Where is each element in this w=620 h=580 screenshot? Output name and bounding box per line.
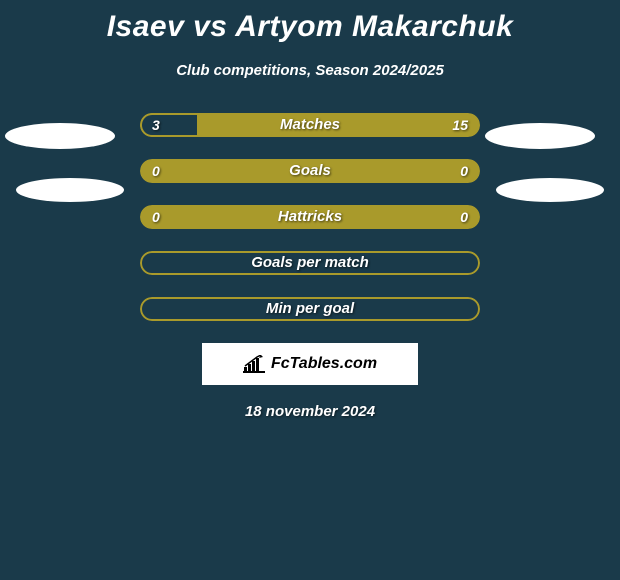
team-badge-left-1 bbox=[5, 123, 115, 149]
stat-label: Hattricks bbox=[140, 205, 480, 229]
stat-value-right: 0 bbox=[460, 159, 468, 183]
stat-row: Min per goal bbox=[140, 297, 480, 321]
stat-label: Goals per match bbox=[140, 251, 480, 275]
stat-row: Goals per match bbox=[140, 251, 480, 275]
stat-label: Goals bbox=[140, 159, 480, 183]
team-badge-right-1 bbox=[485, 123, 595, 149]
team-badge-right-2 bbox=[496, 178, 604, 202]
stat-label: Min per goal bbox=[140, 297, 480, 321]
fctables-logo[interactable]: FcTables.com bbox=[202, 343, 418, 385]
stat-row: 0Goals0 bbox=[140, 159, 480, 183]
stat-label: Matches bbox=[140, 113, 480, 137]
bar-chart-icon bbox=[243, 355, 265, 373]
stat-value-right: 0 bbox=[460, 205, 468, 229]
subtitle: Club competitions, Season 2024/2025 bbox=[0, 62, 620, 79]
stat-row: 3Matches15 bbox=[140, 113, 480, 137]
team-badge-left-2 bbox=[16, 178, 124, 202]
page-title: Isaev vs Artyom Makarchuk bbox=[0, 0, 620, 44]
logo-text: FcTables.com bbox=[271, 355, 377, 373]
date-label: 18 november 2024 bbox=[0, 403, 620, 420]
stat-value-right: 15 bbox=[452, 113, 468, 137]
stat-row: 0Hattricks0 bbox=[140, 205, 480, 229]
